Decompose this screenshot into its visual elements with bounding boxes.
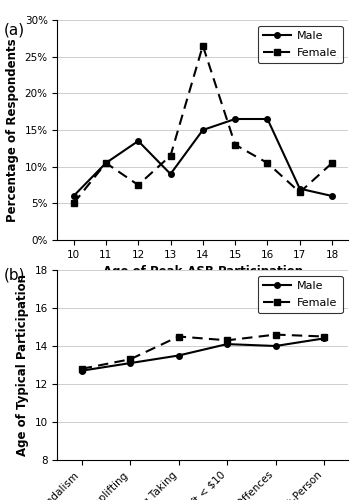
Female: [225, 338, 229, 344]
Text: (a): (a): [4, 22, 25, 38]
Female: [128, 356, 132, 362]
X-axis label: Age of Peak-ASB Participation: Age of Peak-ASB Participation: [103, 266, 303, 278]
Female: [136, 182, 140, 188]
Line: Male: Male: [71, 116, 335, 199]
Male: [136, 138, 140, 144]
Line: Female: Female: [71, 43, 335, 206]
Female: [233, 142, 237, 148]
Female: [71, 200, 76, 206]
Female: [80, 366, 84, 372]
Male: [330, 193, 334, 199]
Line: Male: Male: [79, 336, 327, 374]
Female: [177, 334, 181, 340]
Male: [201, 127, 205, 133]
Female: [265, 160, 270, 166]
Y-axis label: Age of Typical Participation: Age of Typical Participation: [16, 274, 29, 456]
Female: [298, 190, 302, 196]
Female: [168, 152, 173, 158]
Female: [330, 160, 334, 166]
Male: [233, 116, 237, 122]
Legend: Male, Female: Male, Female: [258, 276, 343, 314]
Line: Female: Female: [79, 332, 327, 372]
Male: [177, 352, 181, 358]
Male: [71, 193, 76, 199]
Female: [104, 160, 108, 166]
Female: [274, 332, 278, 338]
Y-axis label: Percentage of Respondents: Percentage of Respondents: [6, 38, 19, 222]
Male: [128, 360, 132, 366]
Male: [225, 341, 229, 347]
Male: [274, 343, 278, 349]
Male: [80, 368, 84, 374]
Female: [322, 334, 326, 340]
Male: [298, 186, 302, 192]
Male: [104, 160, 108, 166]
Male: [265, 116, 270, 122]
Text: (b): (b): [4, 268, 25, 282]
Male: [322, 336, 326, 342]
Female: [201, 42, 205, 48]
Male: [168, 171, 173, 177]
Legend: Male, Female: Male, Female: [258, 26, 343, 64]
